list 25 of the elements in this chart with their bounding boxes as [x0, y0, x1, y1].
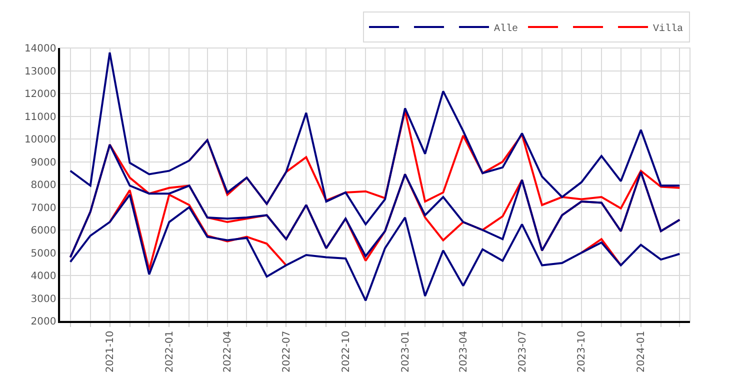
x-tick-label: 2023-01: [400, 330, 412, 373]
x-tick-label: 2023-07: [517, 330, 528, 373]
x-tick-label: 2022-07: [281, 330, 292, 373]
y-tick-label: 7000: [30, 202, 56, 214]
y-tick-label: 3000: [30, 294, 56, 305]
y-tick-label: 4000: [30, 271, 56, 282]
y-tick-label: 13000: [24, 66, 56, 78]
x-tick-label: 2021-10: [105, 330, 116, 373]
y-tick-label: 8000: [30, 180, 56, 191]
x-tick-label: 2022-10: [340, 330, 352, 373]
x-tick-label: 2023-04: [458, 330, 470, 373]
y-tick-label: 9000: [30, 157, 56, 168]
legend-label: Villa: [653, 22, 684, 35]
x-tick-label: 2024-01: [636, 330, 648, 373]
x-tick-label: 2022-04: [222, 330, 234, 373]
y-tick-label: 11000: [24, 112, 56, 123]
y-tick-label: 12000: [24, 89, 56, 100]
x-tick-label: 2023-10: [576, 330, 588, 373]
legend-label: Alle: [494, 22, 518, 35]
y-tick-label: 14000: [24, 44, 56, 54]
y-tick-label: 5000: [30, 248, 56, 260]
x-tick-label: 2022-01: [164, 330, 176, 373]
y-tick-label: 10000: [24, 134, 56, 146]
y-tick-label: 2000: [30, 316, 56, 328]
y-tick-label: 6000: [30, 226, 56, 236]
